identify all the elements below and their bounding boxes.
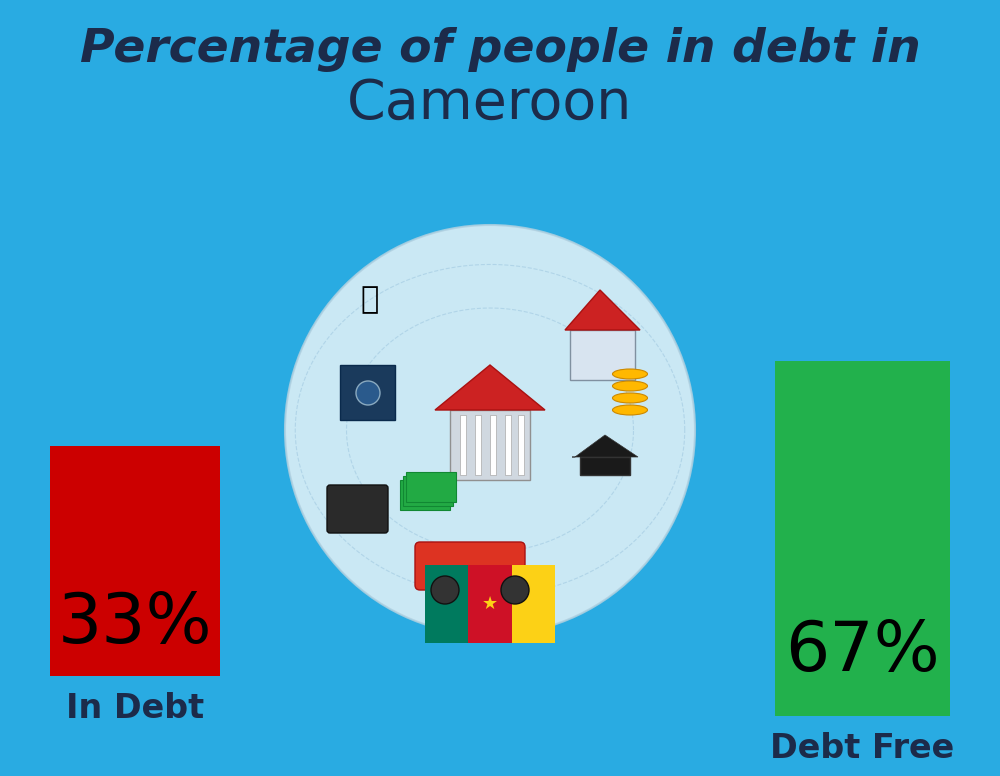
Bar <box>490 415 496 475</box>
Text: ★: ★ <box>482 595 498 613</box>
Bar <box>425 565 468 643</box>
Bar <box>403 476 453 506</box>
Circle shape <box>356 381 380 405</box>
Ellipse shape <box>612 405 648 415</box>
Bar <box>570 330 635 380</box>
Polygon shape <box>565 290 640 330</box>
FancyBboxPatch shape <box>415 542 525 590</box>
Bar <box>468 565 512 643</box>
Text: Percentage of people in debt in: Percentage of people in debt in <box>80 27 920 72</box>
Bar <box>450 410 530 480</box>
Circle shape <box>431 576 459 604</box>
Bar <box>400 480 450 510</box>
Ellipse shape <box>612 381 648 391</box>
Bar <box>406 472 456 502</box>
Bar <box>505 415 511 475</box>
Bar <box>475 415 481 475</box>
Bar <box>775 361 950 716</box>
Ellipse shape <box>612 369 648 379</box>
Text: 🦅: 🦅 <box>361 286 379 314</box>
Polygon shape <box>435 365 545 410</box>
Bar <box>512 565 555 643</box>
Bar <box>460 415 466 475</box>
Polygon shape <box>572 435 638 457</box>
Bar <box>340 365 395 420</box>
Bar <box>50 446 220 676</box>
Text: In Debt: In Debt <box>66 691 204 725</box>
Circle shape <box>501 576 529 604</box>
FancyBboxPatch shape <box>327 485 388 533</box>
Text: 67%: 67% <box>785 618 940 684</box>
Text: 33%: 33% <box>58 591 212 657</box>
Text: Cameroon: Cameroon <box>347 77 633 131</box>
Bar <box>518 415 524 475</box>
Ellipse shape <box>612 393 648 403</box>
Circle shape <box>285 225 695 635</box>
Bar <box>580 457 630 475</box>
Text: Debt Free: Debt Free <box>770 732 955 764</box>
